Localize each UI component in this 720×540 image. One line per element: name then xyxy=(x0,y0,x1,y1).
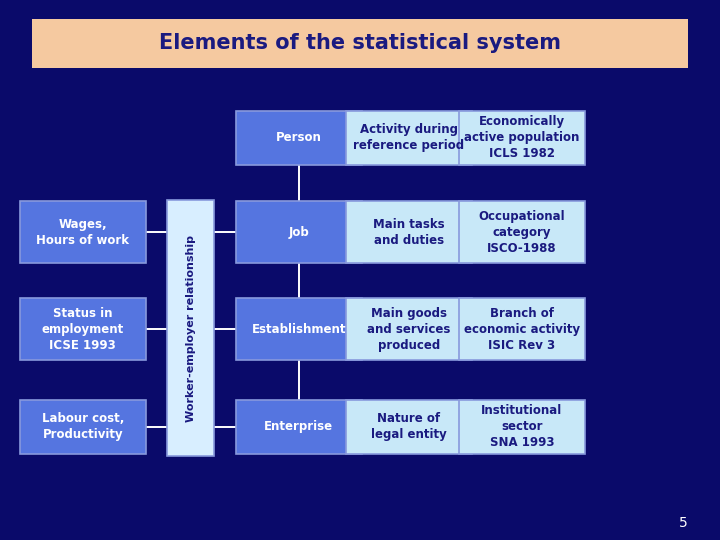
FancyBboxPatch shape xyxy=(459,400,585,454)
Text: Enterprise: Enterprise xyxy=(264,420,333,433)
Text: Institutional
sector
SNA 1993: Institutional sector SNA 1993 xyxy=(482,404,562,449)
FancyBboxPatch shape xyxy=(346,400,472,454)
FancyBboxPatch shape xyxy=(32,19,688,68)
Text: Job: Job xyxy=(289,226,309,239)
FancyBboxPatch shape xyxy=(236,400,361,454)
Text: Person: Person xyxy=(276,131,322,144)
FancyBboxPatch shape xyxy=(236,201,361,263)
Text: Labour cost,
Productivity: Labour cost, Productivity xyxy=(42,412,124,441)
FancyBboxPatch shape xyxy=(167,200,215,456)
FancyBboxPatch shape xyxy=(20,298,145,361)
FancyBboxPatch shape xyxy=(346,298,472,361)
FancyBboxPatch shape xyxy=(459,201,585,263)
FancyBboxPatch shape xyxy=(20,400,145,454)
FancyBboxPatch shape xyxy=(459,298,585,361)
Text: Economically
active population
ICLS 1982: Economically active population ICLS 1982 xyxy=(464,115,580,160)
Text: Elements of the statistical system: Elements of the statistical system xyxy=(159,33,561,53)
FancyBboxPatch shape xyxy=(459,111,585,165)
Text: Activity during
reference period: Activity during reference period xyxy=(354,123,464,152)
Text: Status in
employment
ICSE 1993: Status in employment ICSE 1993 xyxy=(42,307,124,352)
FancyBboxPatch shape xyxy=(346,201,472,263)
Text: 5: 5 xyxy=(679,516,688,530)
Text: Main goods
and services
produced: Main goods and services produced xyxy=(367,307,451,352)
Text: Branch of
economic activity
ISIC Rev 3: Branch of economic activity ISIC Rev 3 xyxy=(464,307,580,352)
Text: Establishment: Establishment xyxy=(251,323,346,336)
Text: Nature of
legal entity: Nature of legal entity xyxy=(371,412,447,441)
Text: Main tasks
and duties: Main tasks and duties xyxy=(373,218,445,247)
FancyBboxPatch shape xyxy=(20,201,145,263)
FancyBboxPatch shape xyxy=(236,111,361,165)
FancyBboxPatch shape xyxy=(346,111,472,165)
Text: Worker-employer relationship: Worker-employer relationship xyxy=(186,234,196,422)
Text: Wages,
Hours of work: Wages, Hours of work xyxy=(36,218,130,247)
Text: Occupational
category
ISCO-1988: Occupational category ISCO-1988 xyxy=(479,210,565,255)
FancyBboxPatch shape xyxy=(236,298,361,361)
